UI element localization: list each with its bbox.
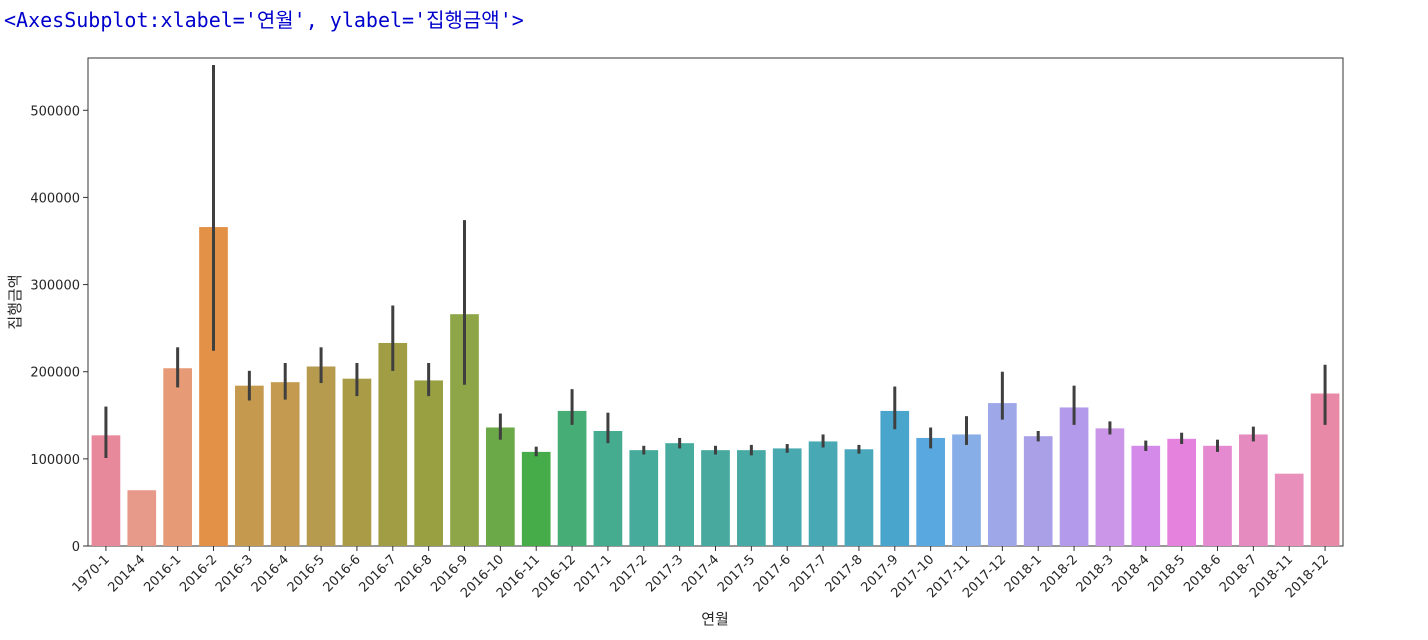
bar-2016-7: [378, 342, 408, 546]
x-tick-label: 2017-6: [751, 552, 794, 595]
y-tick-label: 0: [72, 540, 80, 555]
bar-2018-4: [1131, 445, 1161, 546]
x-tick-label: 2016-2: [177, 552, 220, 595]
x-tick-label: 2016-4: [249, 552, 292, 595]
bar-2016-3: [235, 385, 264, 546]
bar-2016-4: [270, 382, 300, 546]
bar-2017-11: [952, 434, 981, 546]
y-axis-label: 집행금액: [6, 274, 24, 329]
bar-2017-10: [916, 437, 945, 546]
bar-2017-9: [880, 410, 910, 546]
x-axis-label: 연월: [701, 610, 729, 628]
bar-2018-7: [1239, 434, 1268, 546]
bar-2017-6: [772, 448, 802, 546]
y-tick-label: 500000: [30, 104, 80, 119]
x-tick-label: 2017-7: [787, 552, 830, 595]
bar-2017-7: [808, 441, 838, 546]
x-tick-label: 2016-1: [141, 552, 184, 595]
y-tick-label: 100000: [30, 453, 80, 468]
output-repr-text: <AxesSubplot:xlabel='연월', ylabel='집행금액'>: [4, 8, 524, 32]
x-tick-label: 1970-1: [70, 552, 113, 595]
x-tick-label: 2016-6: [321, 552, 364, 595]
bar-2018-6: [1203, 445, 1232, 546]
x-tick-label: 2017-2: [607, 552, 650, 595]
x-tick-label: 2017-4: [679, 552, 722, 595]
x-tick-label: 2017-3: [643, 552, 686, 595]
x-ticks-group: 1970-12014-42016-12016-22016-32016-42016…: [70, 546, 1332, 601]
y-tick-label: 200000: [30, 366, 80, 381]
bar-2017-3: [665, 443, 694, 546]
bar-2017-5: [737, 450, 766, 546]
x-tick-label: 2018-4: [1109, 552, 1152, 595]
bar-2017-8: [844, 449, 874, 546]
bar-2018-1: [1023, 436, 1053, 546]
bar-2017-2: [629, 450, 659, 546]
x-tick-label: 2018-1: [1002, 552, 1045, 595]
bar-2017-12: [988, 403, 1017, 546]
y-tick-label: 300000: [30, 279, 80, 294]
bar-2018-11: [1274, 473, 1304, 546]
bar-2016-12: [557, 410, 587, 546]
bar-2018-2: [1059, 407, 1089, 546]
bar-2016-10: [486, 427, 515, 546]
bar-2018-3: [1095, 428, 1125, 546]
x-tick-label: 2018-5: [1145, 552, 1188, 595]
bar-2016-5: [306, 366, 336, 546]
bar-2018-5: [1167, 438, 1196, 546]
bar-2014-4: [127, 490, 157, 546]
x-tick-label: 2018-6: [1181, 552, 1224, 595]
error-bars-group: [104, 64, 1327, 458]
x-tick-label: 2016-5: [285, 552, 328, 595]
bar-2016-11: [521, 451, 551, 546]
bar-2017-1: [593, 430, 623, 546]
x-tick-label: 2016-8: [392, 552, 435, 595]
bar-2016-8: [414, 380, 443, 546]
x-tick-label: 2017-5: [715, 552, 758, 595]
bar-2016-1: [163, 368, 192, 546]
y-tick-label: 400000: [30, 191, 80, 206]
x-tick-label: 2016-3: [213, 552, 256, 595]
x-tick-label: 2017-8: [823, 552, 866, 595]
x-tick-label: 2018-3: [1074, 552, 1117, 595]
x-tick-label: 2017-1: [572, 552, 615, 595]
y-ticks-group: 0 100000 200000 300000 400000 500000: [30, 104, 88, 555]
x-tick-label: 2014-4: [105, 552, 148, 595]
x-tick-label: 2018-2: [1038, 552, 1081, 595]
bar-2016-6: [342, 378, 372, 546]
bar-2017-4: [701, 450, 730, 546]
x-tick-label: 2016-7: [356, 552, 399, 595]
